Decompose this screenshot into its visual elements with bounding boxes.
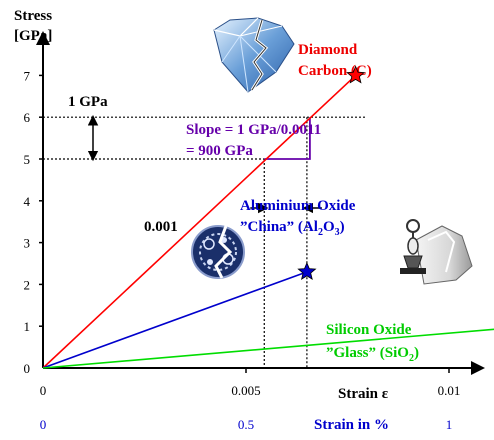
china-plate-icon	[191, 225, 245, 279]
y-axis-title-line1: Stress	[14, 8, 52, 24]
x2-tick-label: 1	[446, 417, 453, 432]
y-tick-label: 7	[24, 68, 31, 83]
y-tick-label: 0	[24, 361, 31, 376]
alumina-label-line2: ”China” (Al2O3)	[240, 219, 345, 238]
x2-tick-label: 0.5	[238, 417, 254, 432]
series-lines	[42, 74, 494, 369]
alumina-label-a: ”China” (Al	[240, 219, 318, 235]
stress-span-label: 1 GPa	[68, 94, 108, 110]
glass-label-a: ”Glass” (SiO	[326, 345, 409, 361]
y-tick-label: 6	[24, 110, 31, 125]
alumina-label-mid: O	[323, 219, 335, 235]
y-tick-label: 1	[24, 319, 31, 334]
y-tick-label: 4	[24, 194, 31, 209]
y-tick-label: 3	[24, 236, 31, 251]
glass-label-end: )	[414, 345, 419, 361]
x-axis-title: Strain ε	[338, 386, 389, 402]
y-axis-title-line2: [GPa]	[14, 28, 52, 44]
diamond-icon	[213, 17, 295, 93]
diamond-label-line1: Diamond	[298, 42, 358, 58]
alumina-label-sub: 2	[318, 227, 323, 238]
x2-tick-label: 0	[40, 417, 47, 432]
glass-line	[42, 328, 494, 369]
x-tick-label: 0.01	[438, 383, 461, 398]
x2-axis-title: Strain in %	[314, 417, 389, 433]
alumina-star-marker	[297, 261, 317, 280]
glass-label-sub: 2	[409, 353, 414, 364]
x-tick-label: 0.005	[231, 383, 260, 398]
x-tick-label: 0	[40, 383, 47, 398]
series-end-markers	[297, 65, 366, 280]
diamond-star-marker	[346, 65, 366, 84]
glass-label-line2: ”Glass” (SiO2)	[326, 345, 419, 364]
diamond-line	[42, 74, 357, 369]
y-tick-label: 2	[24, 277, 31, 292]
glass-icon	[400, 219, 473, 285]
glass-label-line1: Silicon Oxide	[326, 322, 412, 338]
slope-triangle	[264, 117, 311, 160]
alumina-label-line1: Aluminium Oxide	[240, 198, 356, 214]
diamond-label-line2: Carbon (C)	[298, 63, 372, 79]
strain-span-label: 0.001	[144, 219, 178, 235]
alumina-label-end: )	[340, 219, 345, 235]
y-tick-label: 5	[24, 152, 31, 167]
alumina-label-sub2: 3	[335, 227, 340, 238]
slope-label-line1: Slope = 1 GPa/0.0011	[186, 122, 321, 138]
slope-label-line2: = 900 GPa	[186, 143, 253, 159]
alumina-line	[42, 271, 308, 369]
